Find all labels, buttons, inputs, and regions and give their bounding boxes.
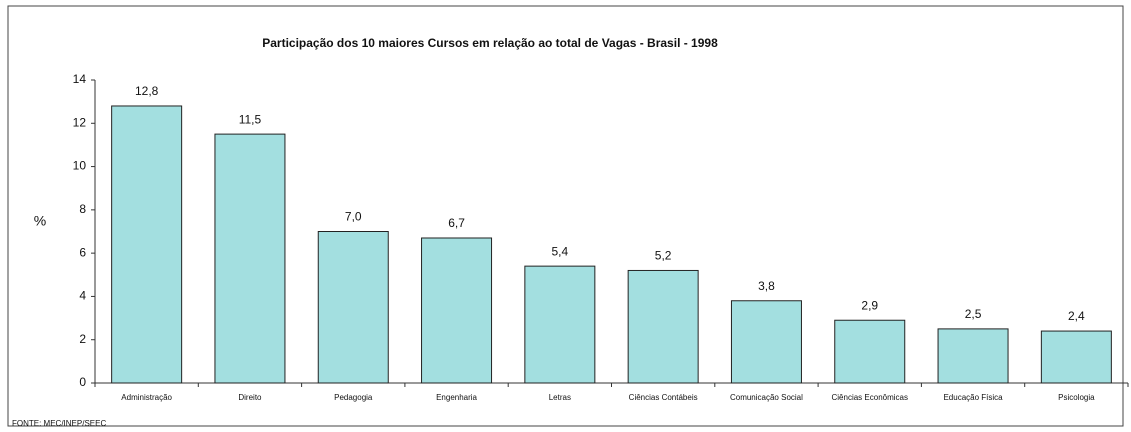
y-tick-label: 4 bbox=[79, 289, 86, 303]
value-label: 12,8 bbox=[135, 84, 159, 98]
y-axis-label: % bbox=[34, 213, 46, 229]
bar bbox=[317, 231, 389, 384]
x-tick-label: Psicologia bbox=[1058, 393, 1095, 402]
x-tick-label: Pedagogia bbox=[334, 393, 373, 402]
x-tick-label: Educação Física bbox=[943, 393, 1003, 402]
x-tick-label: Direito bbox=[238, 393, 262, 402]
y-tick-label: 14 bbox=[73, 72, 87, 86]
y-tick-label: 10 bbox=[73, 159, 87, 173]
y-tick-label: 12 bbox=[73, 115, 87, 129]
frame bbox=[7, 5, 1124, 427]
x-tick-label: Engenharia bbox=[436, 393, 477, 402]
y-tick-label: 8 bbox=[79, 202, 86, 216]
bar bbox=[524, 265, 596, 384]
value-label: 2,5 bbox=[965, 307, 982, 321]
bar bbox=[111, 105, 183, 384]
x-tick-label: Ciências Contábeis bbox=[629, 393, 698, 402]
bar bbox=[834, 319, 906, 384]
x-tick-label: Administração bbox=[121, 393, 172, 402]
y-tick-label: 6 bbox=[79, 245, 86, 259]
x-tick-label: Letras bbox=[549, 393, 571, 402]
bar bbox=[627, 269, 699, 384]
value-label: 5,4 bbox=[552, 244, 569, 258]
y-tick-label: 2 bbox=[79, 332, 86, 346]
value-label: 11,5 bbox=[239, 112, 262, 126]
value-label: 6,7 bbox=[448, 216, 465, 230]
value-label: 7,0 bbox=[345, 210, 362, 224]
x-tick-label: Comunicação Social bbox=[730, 393, 803, 402]
chart-title: Participação dos 10 maiores Cursos em re… bbox=[262, 36, 718, 50]
x-tick-label: Ciências Econômicas bbox=[832, 393, 908, 402]
value-label: 2,4 bbox=[1068, 309, 1085, 323]
bar bbox=[1040, 330, 1112, 384]
bar bbox=[937, 328, 1009, 384]
bar bbox=[214, 133, 286, 384]
y-tick-label: 0 bbox=[79, 375, 86, 389]
source-note: FONTE: MEC/INEP/SEEC bbox=[12, 419, 106, 428]
value-label: 2,9 bbox=[861, 298, 878, 312]
bar bbox=[730, 300, 802, 384]
bar bbox=[421, 237, 493, 384]
value-label: 5,2 bbox=[655, 249, 672, 263]
value-label: 3,8 bbox=[758, 279, 775, 293]
